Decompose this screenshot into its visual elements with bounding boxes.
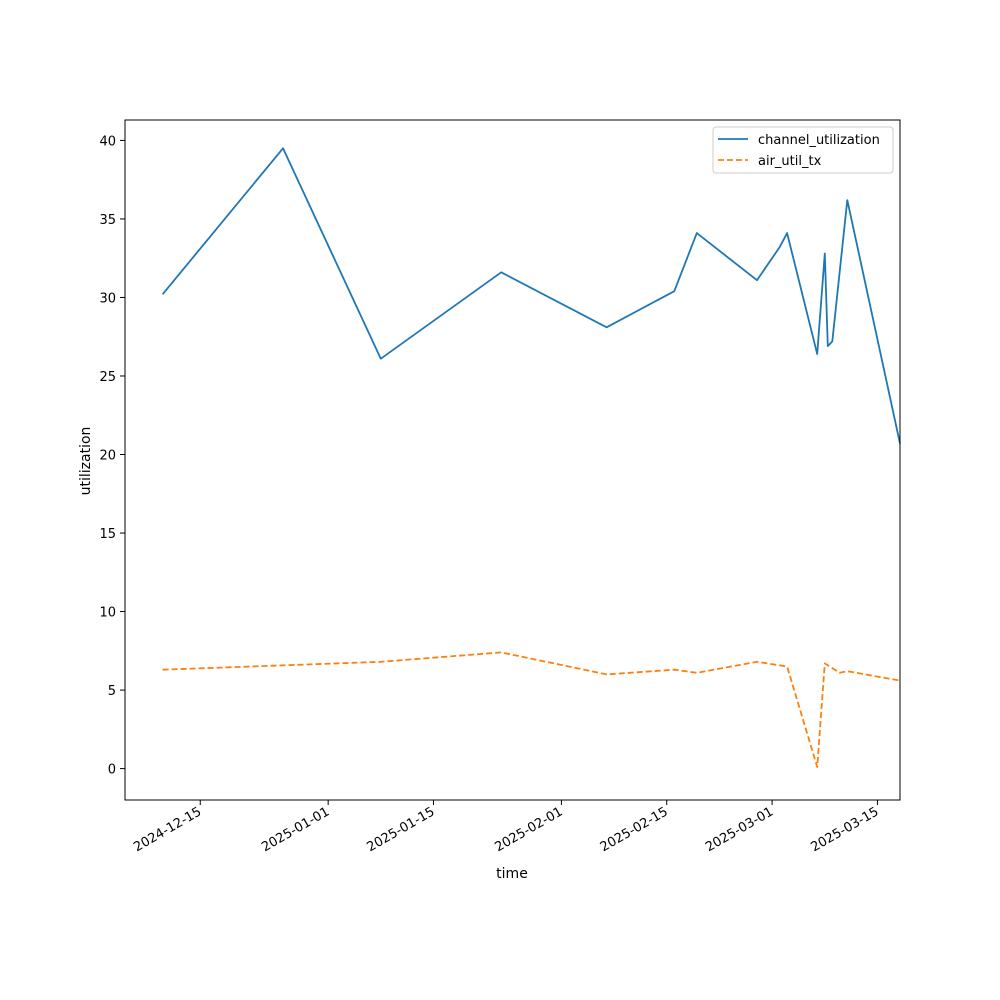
x-tick-label: 2024-12-15	[131, 804, 204, 855]
legend-label-channel-utilization: channel_utilization	[758, 133, 880, 148]
y-tick-label: 30	[99, 291, 116, 306]
x-tick-label: 2025-01-01	[259, 804, 332, 855]
y-tick-label: 40	[99, 134, 116, 149]
x-tick-label: 2025-03-01	[703, 804, 776, 855]
y-tick-label: 35	[99, 213, 116, 228]
plot-frame	[124, 119, 901, 801]
y-tick-label: 5	[108, 684, 116, 699]
x-axis-label: time	[496, 866, 528, 882]
y-tick-label: 25	[99, 370, 116, 385]
y-tick-label: 0	[108, 763, 116, 778]
y-axis-label: utilization	[78, 427, 94, 496]
x-tick-label: 2025-03-15	[808, 804, 881, 855]
x-tick-label: 2025-02-15	[598, 804, 671, 855]
y-axis: 0 5 10 15 20 25 30 35 40	[99, 134, 125, 778]
x-tick-label: 2025-02-01	[492, 804, 565, 855]
y-tick-label: 10	[99, 606, 116, 621]
x-axis: 2024-12-15 2025-01-01 2025-01-15 2025-02-01…	[131, 800, 881, 855]
legend-label-air-util-tx: air_util_tx	[758, 154, 822, 169]
y-tick-label: 20	[99, 449, 116, 464]
series-layer	[161, 147, 901, 768]
series-line-air-util-tx	[162, 651, 901, 768]
series-line-channel-utilization	[161, 147, 901, 444]
x-tick-label: 2025-01-15	[365, 804, 438, 855]
legend: channel_utilization air_util_tx	[712, 126, 894, 174]
y-tick-label: 15	[99, 527, 116, 542]
legend-box	[712, 126, 894, 174]
